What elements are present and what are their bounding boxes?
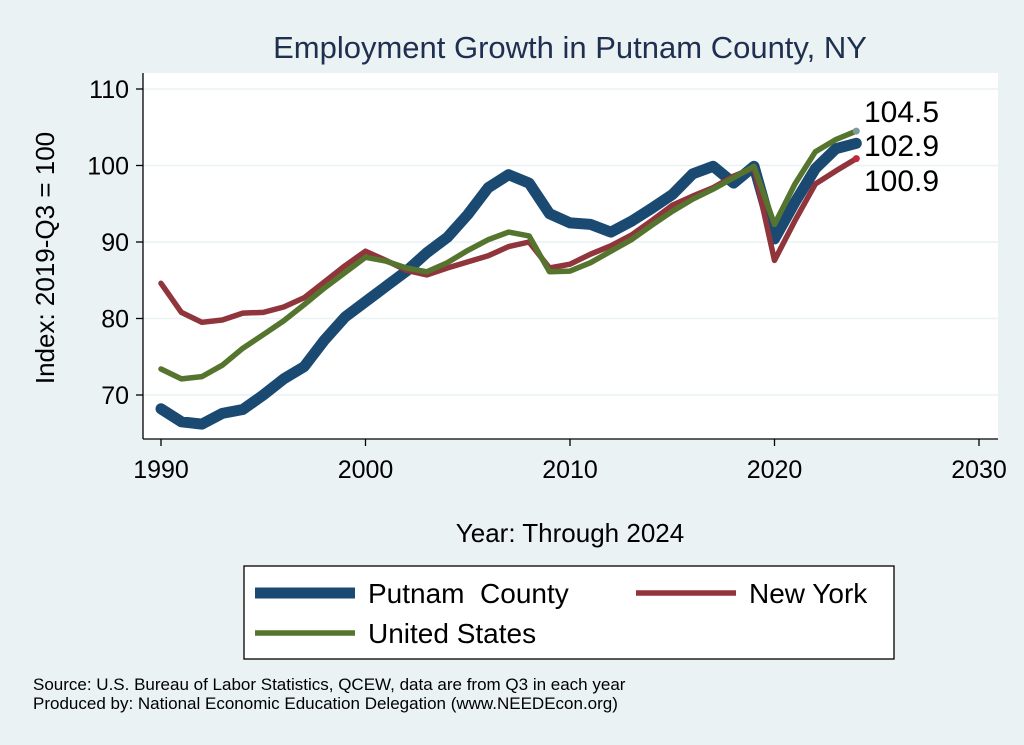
y-axis-title: Index: 2019-Q3 = 100 xyxy=(30,132,60,384)
end-dot-united-states xyxy=(852,127,860,135)
legend: Putnam County New York United States xyxy=(243,565,895,660)
end-point-markers xyxy=(852,127,860,163)
y-tick-label-90: 90 xyxy=(101,229,129,257)
legend-label-putnam-county: Putnam County xyxy=(368,578,569,609)
y-tick-label-80: 80 xyxy=(101,306,129,334)
x-axis-ticks: 1990 2000 2010 2020 2030 xyxy=(133,439,1007,484)
y-tick-label-70: 70 xyxy=(101,382,129,410)
producer-note: Produced by: National Economic Education… xyxy=(33,694,618,713)
series-line-putnam-county xyxy=(155,137,862,430)
x-tick-label-2000: 2000 xyxy=(338,456,394,484)
y-axis-ticks: 70 80 90 100 110 xyxy=(87,76,143,410)
y-tick-label-100: 100 xyxy=(87,153,129,181)
source-note: Source: U.S. Bureau of Labor Statistics,… xyxy=(33,675,626,694)
x-tick-label-2020: 2020 xyxy=(747,456,803,484)
legend-box xyxy=(243,565,895,660)
x-axis-title: Year: Through 2024 xyxy=(456,518,684,548)
chart-title: Employment Growth in Putnam County, NY xyxy=(273,30,867,65)
end-value-label-2: 100.9 xyxy=(864,165,939,198)
y-tick-label-110: 110 xyxy=(89,76,129,104)
x-tick-label-2030: 2030 xyxy=(951,456,1007,484)
legend-label-new-york: New York xyxy=(749,578,868,609)
end-value-label-1: 102.9 xyxy=(864,130,939,163)
series-lines xyxy=(155,128,862,430)
x-tick-label-1990: 1990 xyxy=(133,456,189,484)
end-value-label-0: 104.5 xyxy=(864,96,939,129)
legend-label-united-states: United States xyxy=(368,618,536,649)
series-line-united-states xyxy=(158,128,860,382)
x-tick-label-2010: 2010 xyxy=(542,456,598,484)
end-dot-new-york xyxy=(852,155,860,163)
end-dot-putnam-county xyxy=(852,139,860,147)
